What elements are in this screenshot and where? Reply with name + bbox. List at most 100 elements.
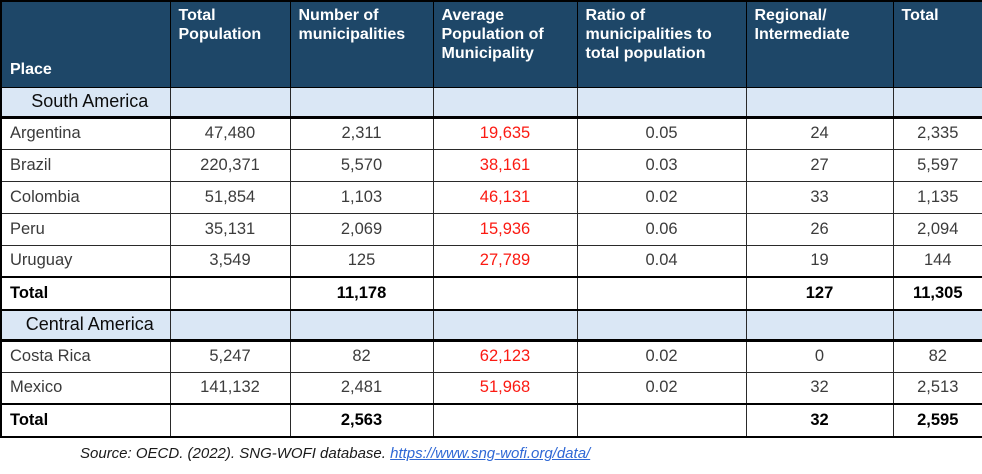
value-cell: 5,247: [169, 339, 291, 373]
place-cell: Uruguay: [0, 244, 171, 278]
total-value-cell: 2,595: [892, 403, 982, 438]
value-cell: 51,854: [169, 180, 291, 214]
value-cell: 15,936: [432, 212, 578, 246]
value-cell: 19,635: [432, 116, 578, 150]
column-header-average-population-of-municipality: Average Population of Municipality: [432, 1, 578, 88]
place-cell: Mexico: [0, 371, 171, 405]
value-cell: 24: [745, 116, 894, 150]
value-cell: 5,570: [289, 148, 434, 182]
section-row-central-america: Central America: [0, 309, 982, 342]
section-filler-cell: [432, 86, 578, 119]
value-cell: 0.02: [576, 180, 747, 214]
value-cell: 82: [289, 339, 434, 373]
value-cell: 27: [745, 148, 894, 182]
total-label-cell: Total: [0, 276, 171, 311]
total-value-cell: [432, 276, 578, 311]
section-filler-cell: [169, 86, 291, 119]
total-value-cell: 2,563: [289, 403, 434, 438]
page: Place Total Population Number of municipal…: [0, 0, 982, 462]
total-value-cell: 11,178: [289, 276, 434, 311]
value-cell: 144: [892, 244, 982, 278]
value-cell: 32: [745, 371, 894, 405]
value-cell: 19: [745, 244, 894, 278]
column-header-regional-intermediate: Regional/ Intermediate: [745, 1, 894, 88]
column-header-total: Total: [892, 1, 982, 88]
section-filler-cell: [432, 309, 578, 342]
total-value-cell: [169, 276, 291, 311]
source-text: Source: OECD. (2022). SNG-WOFI database.: [80, 445, 391, 462]
value-cell: 2,311: [289, 116, 434, 150]
column-header-number-of-municipalities: Number of municipalities: [289, 1, 434, 88]
value-cell: 0.06: [576, 212, 747, 246]
municipalities-table: Place Total Population Number of municipal…: [0, 0, 982, 438]
table-row-colombia: Colombia 51,854 1,103 46,131 0.02 33 1,135: [0, 180, 982, 214]
table-header: Place Total Population Number of municipal…: [0, 1, 982, 88]
section-filler-cell: [289, 86, 434, 119]
value-cell: 2,069: [289, 212, 434, 246]
column-header-place: Place: [0, 1, 171, 88]
place-cell: Colombia: [0, 180, 171, 214]
column-header-ratio-of-municipalities-to-total-population: Ratio of municipalities to total populat…: [576, 1, 747, 88]
source-link[interactable]: https://www.sng-wofi.org/data/: [390, 445, 591, 462]
total-value-cell: 32: [745, 403, 894, 438]
value-cell: 0.03: [576, 148, 747, 182]
value-cell: 0.05: [576, 116, 747, 150]
value-cell: 0.02: [576, 339, 747, 373]
section-filler-cell: [169, 309, 291, 342]
value-cell: 2,335: [892, 116, 982, 150]
value-cell: 141,132: [169, 371, 291, 405]
table-body: South America Argentina 47,480 2,311 19,635 0…: [0, 86, 982, 438]
value-cell: 35,131: [169, 212, 291, 246]
table-row-mexico: Mexico 141,132 2,481 51,968 0.02 32 2,513: [0, 371, 982, 405]
value-cell: 2,513: [892, 371, 982, 405]
value-cell: 1,135: [892, 180, 982, 214]
section-row-south-america: South America: [0, 86, 982, 119]
value-cell: 47,480: [169, 116, 291, 150]
table-row-argentina: Argentina 47,480 2,311 19,635 0.05 24 2,335: [0, 116, 982, 150]
value-cell: 62,123: [432, 339, 578, 373]
value-cell: 0.02: [576, 371, 747, 405]
table-row-uruguay: Uruguay 3,549 125 27,789 0.04 19 144: [0, 244, 982, 278]
place-cell: Peru: [0, 212, 171, 246]
value-cell: 125: [289, 244, 434, 278]
value-cell: 2,094: [892, 212, 982, 246]
value-cell: 2,481: [289, 371, 434, 405]
section-filler-cell: [745, 309, 894, 342]
header-row: Place Total Population Number of municipal…: [0, 1, 982, 88]
section-filler-cell: [892, 309, 982, 342]
table-row-costa-rica: Costa Rica 5,247 82 62,123 0.02 0 82: [0, 339, 982, 373]
total-value-cell: 11,305: [892, 276, 982, 311]
section-filler-cell: [576, 86, 747, 119]
total-value-cell: [169, 403, 291, 438]
total-value-cell: [576, 276, 747, 311]
total-value-cell: [576, 403, 747, 438]
section-label: South America: [0, 86, 171, 119]
value-cell: 27,789: [432, 244, 578, 278]
value-cell: 82: [892, 339, 982, 373]
total-value-cell: [432, 403, 578, 438]
table-row-brazil: Brazil 220,371 5,570 38,161 0.03 27 5,597: [0, 148, 982, 182]
total-row-south-america: Total 11,178 127 11,305: [0, 276, 982, 311]
section-label: Central America: [0, 309, 171, 342]
value-cell: 220,371: [169, 148, 291, 182]
section-filler-cell: [576, 309, 747, 342]
source-note: Source: OECD. (2022). SNG-WOFI database.…: [80, 445, 982, 462]
value-cell: 51,968: [432, 371, 578, 405]
value-cell: 0.04: [576, 244, 747, 278]
value-cell: 46,131: [432, 180, 578, 214]
value-cell: 26: [745, 212, 894, 246]
section-filler-cell: [289, 309, 434, 342]
value-cell: 0: [745, 339, 894, 373]
value-cell: 33: [745, 180, 894, 214]
place-cell: Costa Rica: [0, 339, 171, 373]
section-filler-cell: [745, 86, 894, 119]
value-cell: 1,103: [289, 180, 434, 214]
value-cell: 3,549: [169, 244, 291, 278]
value-cell: 38,161: [432, 148, 578, 182]
place-cell: Brazil: [0, 148, 171, 182]
total-label-cell: Total: [0, 403, 171, 438]
table-row-peru: Peru 35,131 2,069 15,936 0.06 26 2,094: [0, 212, 982, 246]
place-cell: Argentina: [0, 116, 171, 150]
total-row-central-america: Total 2,563 32 2,595: [0, 403, 982, 438]
total-value-cell: 127: [745, 276, 894, 311]
